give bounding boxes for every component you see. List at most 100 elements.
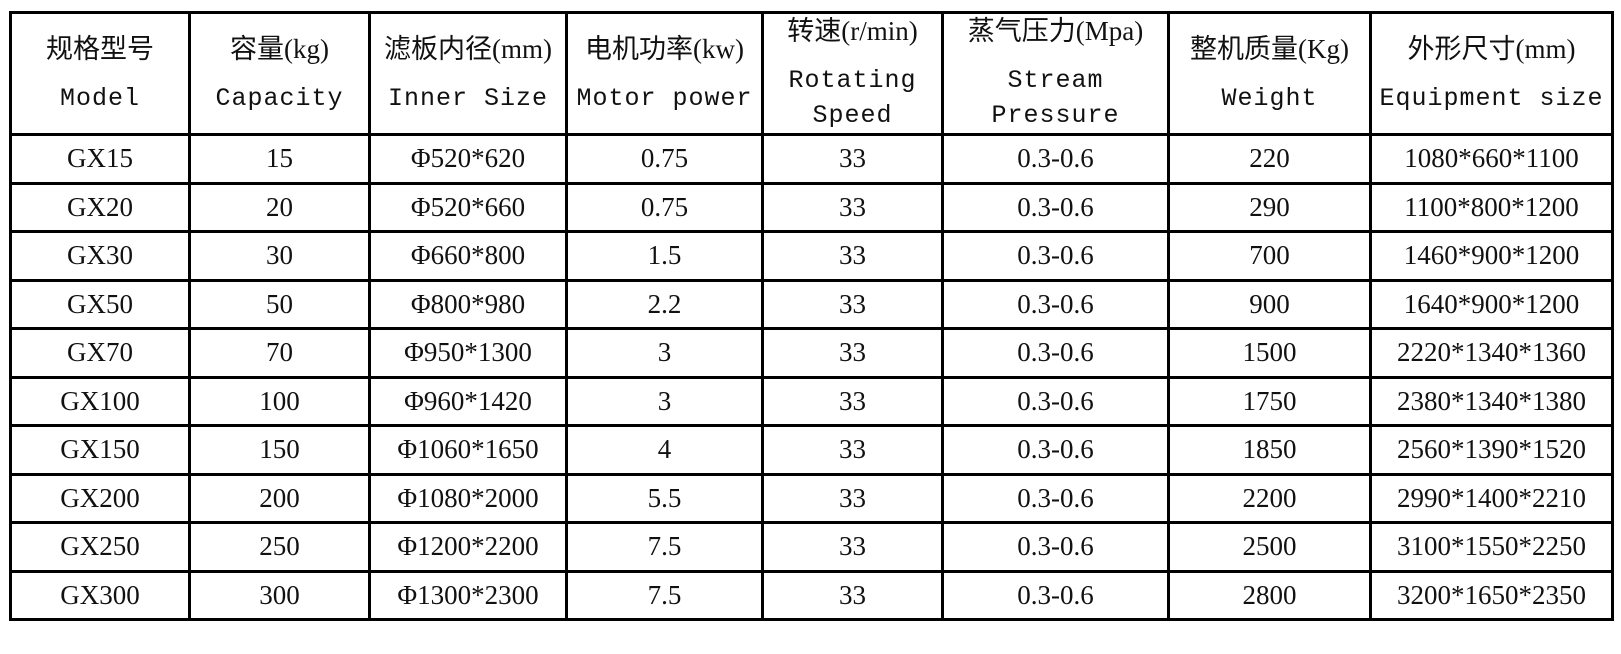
table-cell: 0.3-0.6 — [941, 521, 1170, 573]
table-cell: GX200 — [9, 472, 191, 525]
table-cell: 7.5 — [565, 521, 764, 573]
header-cell: 蒸气压力(Mpa) Stream Pressure — [941, 10, 1170, 137]
header-en: Capacity — [215, 83, 344, 113]
header-zh: 转速(r/min) — [787, 16, 918, 46]
spec-table: 规格型号 Model 容量(kg) Capacity 滤板内径(mm) Inner Siz… — [9, 10, 1614, 622]
table-cell: 0.3-0.6 — [941, 569, 1170, 622]
table-cell: Φ800*980 — [368, 278, 568, 331]
table-cell: 300 — [188, 569, 371, 622]
header-en: Model — [59, 83, 140, 113]
table-cell: GX70 — [9, 327, 191, 379]
table-cell: 2500 — [1167, 521, 1372, 573]
header-zh: 滤板内径(mm) — [384, 33, 552, 64]
table-cell: 15 — [188, 133, 371, 185]
table-cell: 33 — [761, 521, 944, 573]
table-cell: 2990*1400*2210 — [1369, 472, 1614, 525]
table-cell: GX15 — [9, 133, 191, 185]
table-cell: GX250 — [9, 521, 191, 573]
table-cell: 0.3-0.6 — [941, 327, 1170, 379]
table-cell: 0.3-0.6 — [941, 375, 1170, 428]
table-cell: Φ520*660 — [368, 181, 568, 234]
table-cell: Φ960*1420 — [368, 375, 568, 428]
table-cell: 50 — [188, 278, 371, 331]
table-cell: 7.5 — [565, 569, 764, 622]
table-cell: 2560*1390*1520 — [1369, 424, 1614, 476]
table-cell: 3100*1550*2250 — [1369, 521, 1614, 573]
header-en: Inner Size — [387, 83, 549, 113]
table-cell: 200 — [188, 472, 371, 525]
header-en: Weight — [1221, 83, 1318, 113]
table-cell: 1500 — [1167, 327, 1372, 379]
table-cell: 33 — [761, 133, 944, 185]
table-cell: Φ1300*2300 — [368, 569, 568, 622]
table-cell: 1.5 — [565, 230, 764, 282]
header-cell: 整机质量(Kg) Weight — [1167, 10, 1372, 137]
table-cell: 1640*900*1200 — [1369, 278, 1614, 331]
table-row: GX15 15 Φ520*620 0.75 33 0.3-0.6 220 1080*660*1… — [9, 133, 1614, 185]
table-cell: 3 — [565, 327, 764, 379]
header-cell: 外形尺寸(mm) Equipment size — [1369, 10, 1614, 137]
table-cell: GX50 — [9, 278, 191, 331]
table-cell: 33 — [761, 424, 944, 476]
table-cell: 0.3-0.6 — [941, 230, 1170, 282]
table-cell: 250 — [188, 521, 371, 573]
table-cell: 1750 — [1167, 375, 1372, 428]
table-cell: GX100 — [9, 375, 191, 428]
table-cell: 0.3-0.6 — [941, 181, 1170, 234]
table-cell: 0.3-0.6 — [941, 424, 1170, 476]
table-row: GX250 250 Φ1200*2200 7.5 33 0.3-0.6 2500 3100*1… — [9, 521, 1614, 573]
header-en: Motor power — [576, 83, 753, 113]
table-cell: 3 — [565, 375, 764, 428]
table-row: GX200 200 Φ1080*2000 5.5 33 0.3-0.6 2200 2990*1… — [9, 472, 1614, 525]
table-cell: 0.75 — [565, 133, 764, 185]
table-cell: 0.3-0.6 — [941, 472, 1170, 525]
header-zh: 容量(kg) — [230, 33, 329, 64]
table-row: GX100 100 Φ960*1420 3 33 0.3-0.6 1750 2380*1340… — [9, 375, 1614, 428]
table-cell: 3200*1650*2350 — [1369, 569, 1614, 622]
table-cell: 70 — [188, 327, 371, 379]
table-cell: 33 — [761, 278, 944, 331]
table-cell: 2380*1340*1380 — [1369, 375, 1614, 428]
table-row: GX150 150 Φ1060*1650 4 33 0.3-0.6 1850 2560*139… — [9, 424, 1614, 476]
header-cell: 转速(r/min) Rotating Speed — [761, 10, 944, 137]
table-cell: 220 — [1167, 133, 1372, 185]
table-cell: 20 — [188, 181, 371, 234]
table-cell: 2220*1340*1360 — [1369, 327, 1614, 379]
table-row: GX50 50 Φ800*980 2.2 33 0.3-0.6 900 1640*900*12… — [9, 278, 1614, 331]
table-row: GX70 70 Φ950*1300 3 33 0.3-0.6 1500 2220*1340*1… — [9, 327, 1614, 379]
table-cell: Φ1060*1650 — [368, 424, 568, 476]
table-cell: 1100*800*1200 — [1369, 181, 1614, 234]
table-cell: GX20 — [9, 181, 191, 234]
table-row: GX20 20 Φ520*660 0.75 33 0.3-0.6 290 1100*800*1… — [9, 181, 1614, 234]
table-cell: GX30 — [9, 230, 191, 282]
header-zh: 整机质量(Kg) — [1190, 33, 1349, 64]
header-zh: 蒸气压力(Mpa) — [967, 16, 1144, 46]
table-cell: 700 — [1167, 230, 1372, 282]
table-cell: Φ1200*2200 — [368, 521, 568, 573]
header-en: Rotating Speed — [788, 66, 917, 131]
table-cell: Φ1080*2000 — [368, 472, 568, 525]
table-cell: Φ520*620 — [368, 133, 568, 185]
table-cell: 290 — [1167, 181, 1372, 234]
table-cell: GX300 — [9, 569, 191, 622]
table-cell: 1460*900*1200 — [1369, 230, 1614, 282]
table-cell: 33 — [761, 472, 944, 525]
spec-table-wrap: 规格型号 Model 容量(kg) Capacity 滤板内径(mm) Inner Siz… — [9, 10, 1614, 622]
table-cell: 2200 — [1167, 472, 1372, 525]
table-cell: 5.5 — [565, 472, 764, 525]
header-zh: 规格型号 — [46, 33, 154, 64]
table-row: GX300 300 Φ1300*2300 7.5 33 0.3-0.6 2800 3200*1… — [9, 569, 1614, 622]
header-cell: 规格型号 Model — [9, 10, 191, 137]
table-cell: 4 — [565, 424, 764, 476]
table-cell: 150 — [188, 424, 371, 476]
header-cell: 滤板内径(mm) Inner Size — [368, 10, 568, 137]
header-en: Equipment size — [1379, 83, 1604, 113]
table-cell: 2800 — [1167, 569, 1372, 622]
table-cell: 900 — [1167, 278, 1372, 331]
table-row: GX30 30 Φ660*800 1.5 33 0.3-0.6 700 1460*900*12… — [9, 230, 1614, 282]
table-cell: 0.3-0.6 — [941, 133, 1170, 185]
table-cell: 0.3-0.6 — [941, 278, 1170, 331]
table-cell: GX150 — [9, 424, 191, 476]
table-cell: 1850 — [1167, 424, 1372, 476]
